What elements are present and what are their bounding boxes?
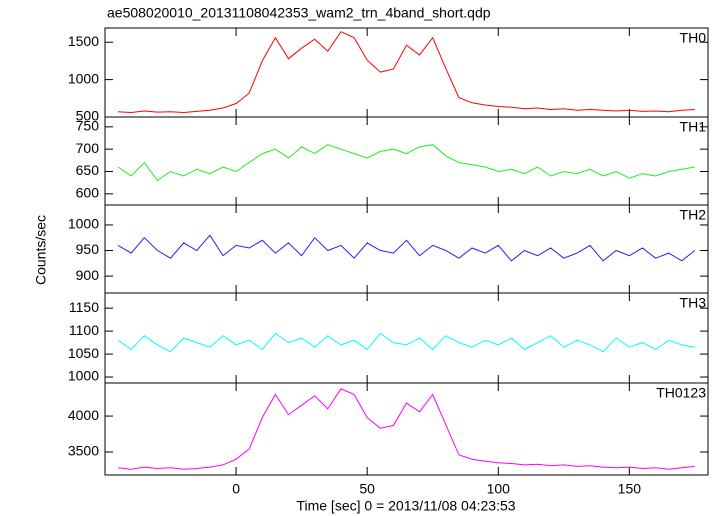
y-axis-label: Counts/sec <box>33 215 49 285</box>
y-tick-label: 1000 <box>68 70 99 86</box>
panel-label: TH2 <box>680 207 707 223</box>
panel-label: TH0123 <box>656 385 706 401</box>
y-tick-label: 4000 <box>68 407 99 423</box>
series-line <box>117 332 695 353</box>
y-tick-label: 3500 <box>68 443 99 459</box>
series-line <box>118 388 695 470</box>
panel-frame <box>104 204 709 294</box>
series-line <box>117 234 696 262</box>
panel-label: TH3 <box>680 295 707 311</box>
series-line <box>118 31 695 114</box>
y-tick-label: 1050 <box>68 345 99 361</box>
y-tick-label: 500 <box>76 108 100 124</box>
y-tick-label: 900 <box>76 267 100 283</box>
panel-frame <box>104 116 709 206</box>
y-tick-label: 950 <box>76 241 100 257</box>
panel-frame <box>104 27 709 118</box>
panel-label: TH1 <box>680 119 707 135</box>
y-tick-label: 1000 <box>68 216 99 232</box>
y-tick-label: 600 <box>76 185 100 201</box>
chart-title: ae508020010_20131108042353_wam2_trn_4ban… <box>107 5 491 21</box>
y-tick-label: 1100 <box>69 322 99 338</box>
y-tick-label: 1500 <box>68 33 99 49</box>
x-tick-label: 100 <box>487 481 511 497</box>
panel-frame <box>104 292 709 384</box>
y-tick-label: 1150 <box>69 299 99 315</box>
y-tick-label: 650 <box>76 162 100 178</box>
y-tick-label: 1000 <box>68 368 99 384</box>
panel-label: TH0 <box>680 30 707 46</box>
y-tick-label: 750 <box>76 118 100 134</box>
y-tick-label: 700 <box>76 140 100 156</box>
x-tick-label: 50 <box>359 481 375 497</box>
x-tick-label: 0 <box>232 481 240 497</box>
x-tick-label: 150 <box>618 481 642 497</box>
panel-frame <box>104 382 709 476</box>
series-line <box>117 144 695 182</box>
x-axis-label: Time [sec] 0 = 2013/11/08 04:23:53 <box>296 498 515 514</box>
